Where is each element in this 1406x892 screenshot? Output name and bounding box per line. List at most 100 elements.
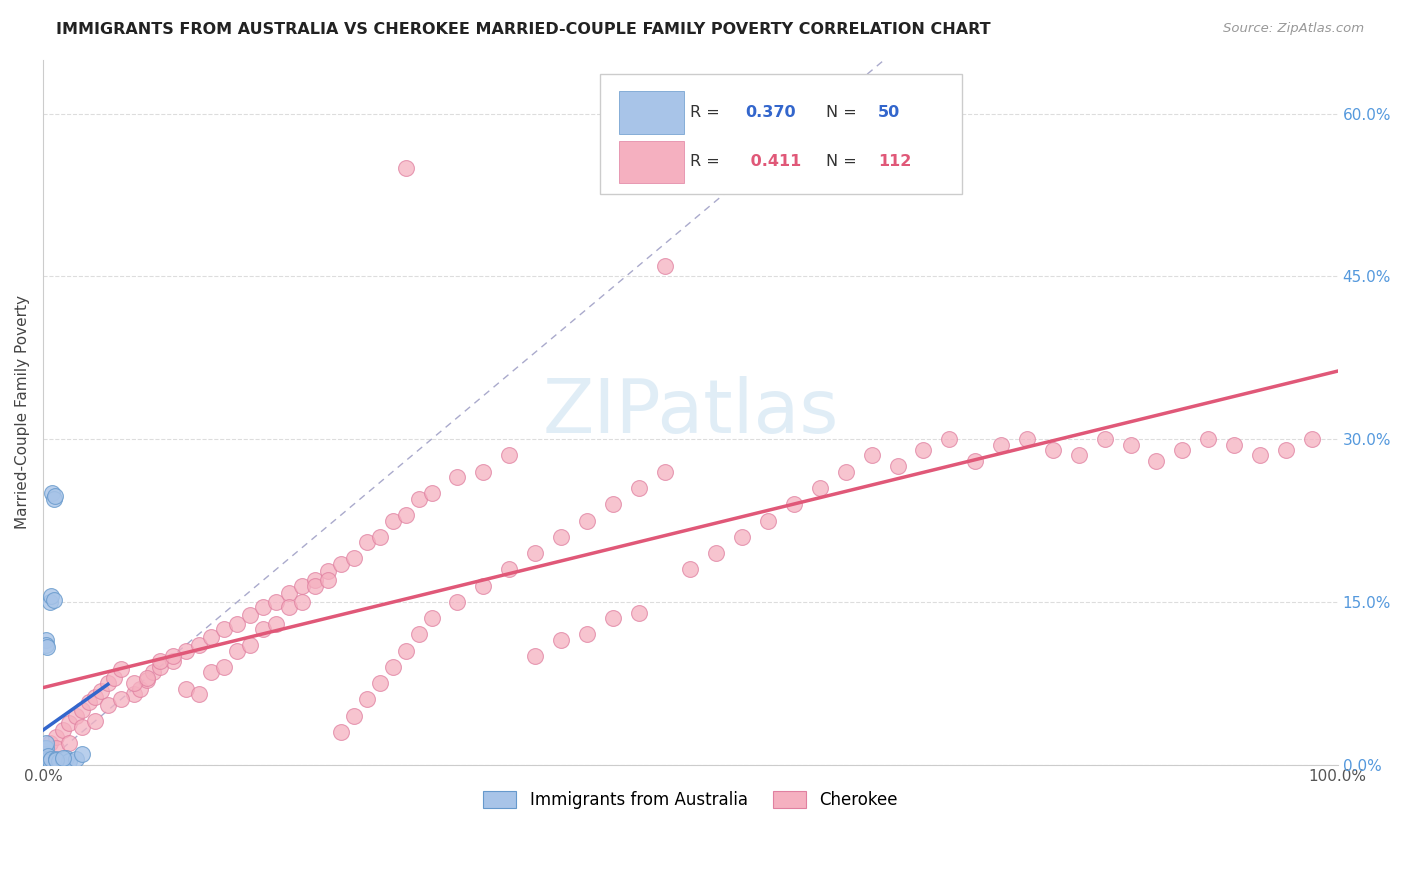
Point (135, 671, 157, 685)
Point (420, 486, 443, 500)
Point (45, 753, 67, 767)
Point (34, 741, 56, 756)
Point (32, 754, 55, 768)
Point (65, 708, 87, 723)
Point (129, 681, 152, 696)
Point (1144, 454, 1167, 468)
Point (1042, 442, 1064, 457)
Point (52, 751, 75, 765)
Point (58, 754, 80, 768)
Point (32, 753, 55, 767)
Point (37, 752, 59, 766)
Point (35, 736, 58, 750)
Point (1119, 437, 1142, 451)
Point (214, 622, 236, 636)
Point (472, 578, 495, 592)
Point (252, 622, 274, 636)
Point (32, 741, 55, 756)
Point (32, 750, 55, 764)
Point (343, 551, 366, 566)
Point (1301, 432, 1323, 446)
Point (32, 752, 55, 766)
Point (34, 752, 56, 766)
Point (58, 716, 80, 731)
Point (356, 535, 378, 549)
Point (1223, 437, 1246, 451)
Point (252, 600, 274, 615)
Point (291, 578, 314, 592)
Text: 112: 112 (879, 154, 911, 169)
Point (381, 660, 404, 674)
Point (498, 449, 520, 463)
Point (278, 586, 301, 600)
Point (35, 640, 58, 655)
Point (39, 590, 62, 604)
Point (1171, 442, 1194, 457)
Point (420, 611, 443, 625)
Point (575, 627, 598, 641)
Point (34, 754, 56, 768)
Point (408, 491, 430, 506)
Point (524, 648, 547, 663)
Point (174, 681, 197, 696)
Point (103, 671, 125, 685)
Point (35, 638, 58, 652)
Point (34, 747, 56, 761)
Point (45, 752, 67, 766)
Point (42, 491, 65, 506)
Point (38, 736, 60, 750)
Point (214, 660, 236, 674)
Point (37, 748, 59, 763)
Point (32, 754, 55, 768)
Point (329, 557, 352, 571)
Point (97, 676, 120, 690)
Point (654, 465, 676, 479)
Point (1094, 432, 1116, 446)
Point (602, 497, 624, 511)
Point (356, 692, 378, 706)
Point (627, 481, 650, 495)
Point (32, 748, 55, 763)
Point (34, 747, 56, 761)
Point (58, 736, 80, 750)
Point (122, 687, 145, 701)
Point (149, 655, 172, 669)
Text: N =: N = (827, 154, 862, 169)
Point (42, 592, 65, 607)
Point (162, 655, 184, 669)
Point (162, 648, 184, 663)
Y-axis label: Married-Couple Family Poverty: Married-Couple Family Poverty (15, 295, 30, 529)
Point (45, 741, 67, 756)
Text: 50: 50 (879, 105, 900, 120)
Text: R =: R = (690, 105, 725, 120)
Point (200, 665, 222, 680)
Point (408, 627, 430, 641)
Point (122, 676, 145, 690)
Point (34, 748, 56, 763)
Point (34, 741, 56, 756)
Point (1275, 442, 1298, 457)
Point (226, 643, 249, 657)
Point (938, 432, 960, 446)
Point (264, 595, 287, 609)
Point (32, 756, 55, 770)
Point (368, 530, 391, 544)
Point (912, 442, 935, 457)
Text: IMMIGRANTS FROM AUSTRALIA VS CHEROKEE MARRIED-COUPLE FAMILY POVERTY CORRELATION : IMMIGRANTS FROM AUSTRALIA VS CHEROKEE MA… (56, 22, 991, 37)
Point (965, 454, 987, 468)
Point (627, 606, 650, 620)
Legend: Immigrants from Australia, Cherokee: Immigrants from Australia, Cherokee (477, 785, 904, 816)
Point (45, 731, 67, 745)
Text: Source: ZipAtlas.com: Source: ZipAtlas.com (1223, 22, 1364, 36)
Point (550, 632, 572, 647)
Point (135, 673, 157, 687)
Point (84, 714, 107, 728)
Point (35, 632, 58, 647)
Point (34, 751, 56, 765)
Point (1067, 449, 1090, 463)
Point (174, 643, 197, 657)
Point (304, 578, 326, 592)
Point (329, 725, 352, 739)
Point (498, 562, 520, 576)
Point (808, 481, 831, 495)
